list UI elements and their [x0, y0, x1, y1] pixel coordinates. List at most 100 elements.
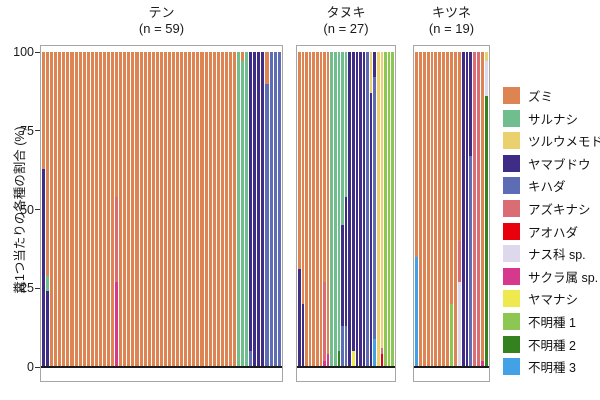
- bar-segment: [62, 52, 66, 367]
- stacked-bar: [115, 52, 119, 367]
- bar-segment: [220, 52, 224, 367]
- stacked-bar: [369, 52, 373, 367]
- panel-2: [296, 45, 396, 382]
- bar-segment: [323, 360, 326, 367]
- stacked-bar: [119, 52, 123, 367]
- y-tick-label: 25: [20, 281, 34, 296]
- stacked-bar: [373, 52, 377, 367]
- panel-1: [40, 45, 283, 382]
- panel-3: [413, 45, 490, 382]
- legend-label: 不明種 1: [528, 315, 576, 330]
- bar-segment: [269, 52, 273, 367]
- bar-segment: [446, 52, 450, 367]
- bar-segment: [265, 52, 269, 84]
- legend-swatch: [503, 109, 520, 127]
- bar-segment: [359, 52, 362, 367]
- bar-segment: [135, 52, 139, 367]
- legend-swatch: [503, 199, 520, 217]
- stacked-bar: [241, 52, 245, 367]
- legend-swatch: [503, 312, 520, 330]
- stacked-bar: [380, 52, 384, 367]
- y-tick-label: 75: [20, 123, 34, 138]
- bar-segment: [351, 351, 355, 367]
- bar-segment: [481, 52, 485, 361]
- plot-area: [415, 52, 488, 367]
- bar-segment: [98, 52, 102, 367]
- bar-segment: [341, 52, 344, 226]
- stacked-bar: [70, 52, 74, 367]
- bar-segment: [450, 304, 453, 367]
- stacked-bar: [188, 52, 192, 367]
- stacked-bar: [344, 52, 348, 367]
- y-tick-mark: [35, 287, 40, 289]
- bar-segment: [351, 52, 355, 352]
- legend-swatch: [503, 177, 520, 195]
- bar-segment: [102, 52, 106, 367]
- stacked-bar: [485, 52, 488, 367]
- bar-segment: [380, 354, 384, 367]
- bar-segment: [344, 326, 348, 367]
- y-tick-mark: [35, 51, 40, 53]
- stacked-bar: [111, 52, 115, 367]
- bar-segment: [469, 155, 473, 367]
- bar-segment: [326, 52, 330, 355]
- bar-segment: [86, 52, 90, 367]
- legend-swatch: [503, 132, 520, 150]
- bar-segment: [373, 77, 377, 339]
- bar-segment: [208, 52, 212, 367]
- bar-segment: [481, 360, 485, 367]
- bar-segment: [50, 52, 54, 367]
- legend-swatch: [503, 87, 520, 104]
- bar-segment: [224, 52, 228, 367]
- legend-item: キハダ: [503, 176, 600, 195]
- y-tick-label: 0: [27, 360, 34, 374]
- legend-label: ヤマナシ: [528, 293, 579, 308]
- bar-segment: [469, 52, 473, 156]
- bar-segment: [46, 275, 50, 292]
- stacked-bar: [123, 52, 127, 367]
- bar-segment: [115, 281, 119, 367]
- bar-segment: [315, 52, 319, 367]
- stacked-bar: [341, 52, 344, 367]
- bar-segment: [422, 52, 426, 367]
- bar-segment: [485, 96, 488, 367]
- stacked-bar: [58, 52, 62, 367]
- stacked-bar: [180, 52, 184, 367]
- legend-swatch: [503, 290, 520, 308]
- legend-item: サルナシ: [503, 109, 600, 128]
- stacked-bar: [333, 52, 337, 367]
- legend-swatch: [503, 154, 520, 172]
- bar-segment: [46, 291, 50, 367]
- bar-segment: [344, 52, 348, 197]
- stacked-bar: [220, 52, 224, 367]
- bar-segment: [163, 52, 167, 367]
- bar-segment: [473, 52, 477, 367]
- bar-segment: [477, 52, 481, 367]
- stacked-bar: [330, 52, 333, 367]
- stacked-bar: [377, 52, 380, 367]
- bar-segment: [257, 52, 261, 367]
- bar-segment: [151, 52, 155, 367]
- bar-segment: [337, 351, 341, 367]
- bar-segment: [330, 52, 333, 367]
- stacked-bar: [337, 52, 341, 367]
- bar-segment: [200, 52, 204, 367]
- stacked-bar: [46, 52, 50, 367]
- y-tick-mark: [35, 209, 40, 210]
- bar-segment: [384, 52, 387, 367]
- legend-label: サクラ属 sp.: [528, 270, 599, 285]
- panel-title: キツネ (n = 19): [413, 5, 490, 37]
- stacked-bar: [127, 52, 131, 367]
- stacked-bar: [212, 52, 216, 367]
- bar-segment: [369, 92, 373, 367]
- stacked-bar: [422, 52, 426, 367]
- stacked-bar: [42, 52, 46, 367]
- stacked-bar: [232, 52, 236, 367]
- legend-swatch: [503, 335, 520, 353]
- bar-segment: [373, 52, 377, 78]
- bar-segment: [42, 168, 46, 367]
- x-axis-line: [297, 366, 395, 368]
- legend-label: ヤマブドウ: [528, 157, 591, 172]
- stacked-bar: [326, 52, 330, 367]
- y-tick-mark: [35, 130, 40, 132]
